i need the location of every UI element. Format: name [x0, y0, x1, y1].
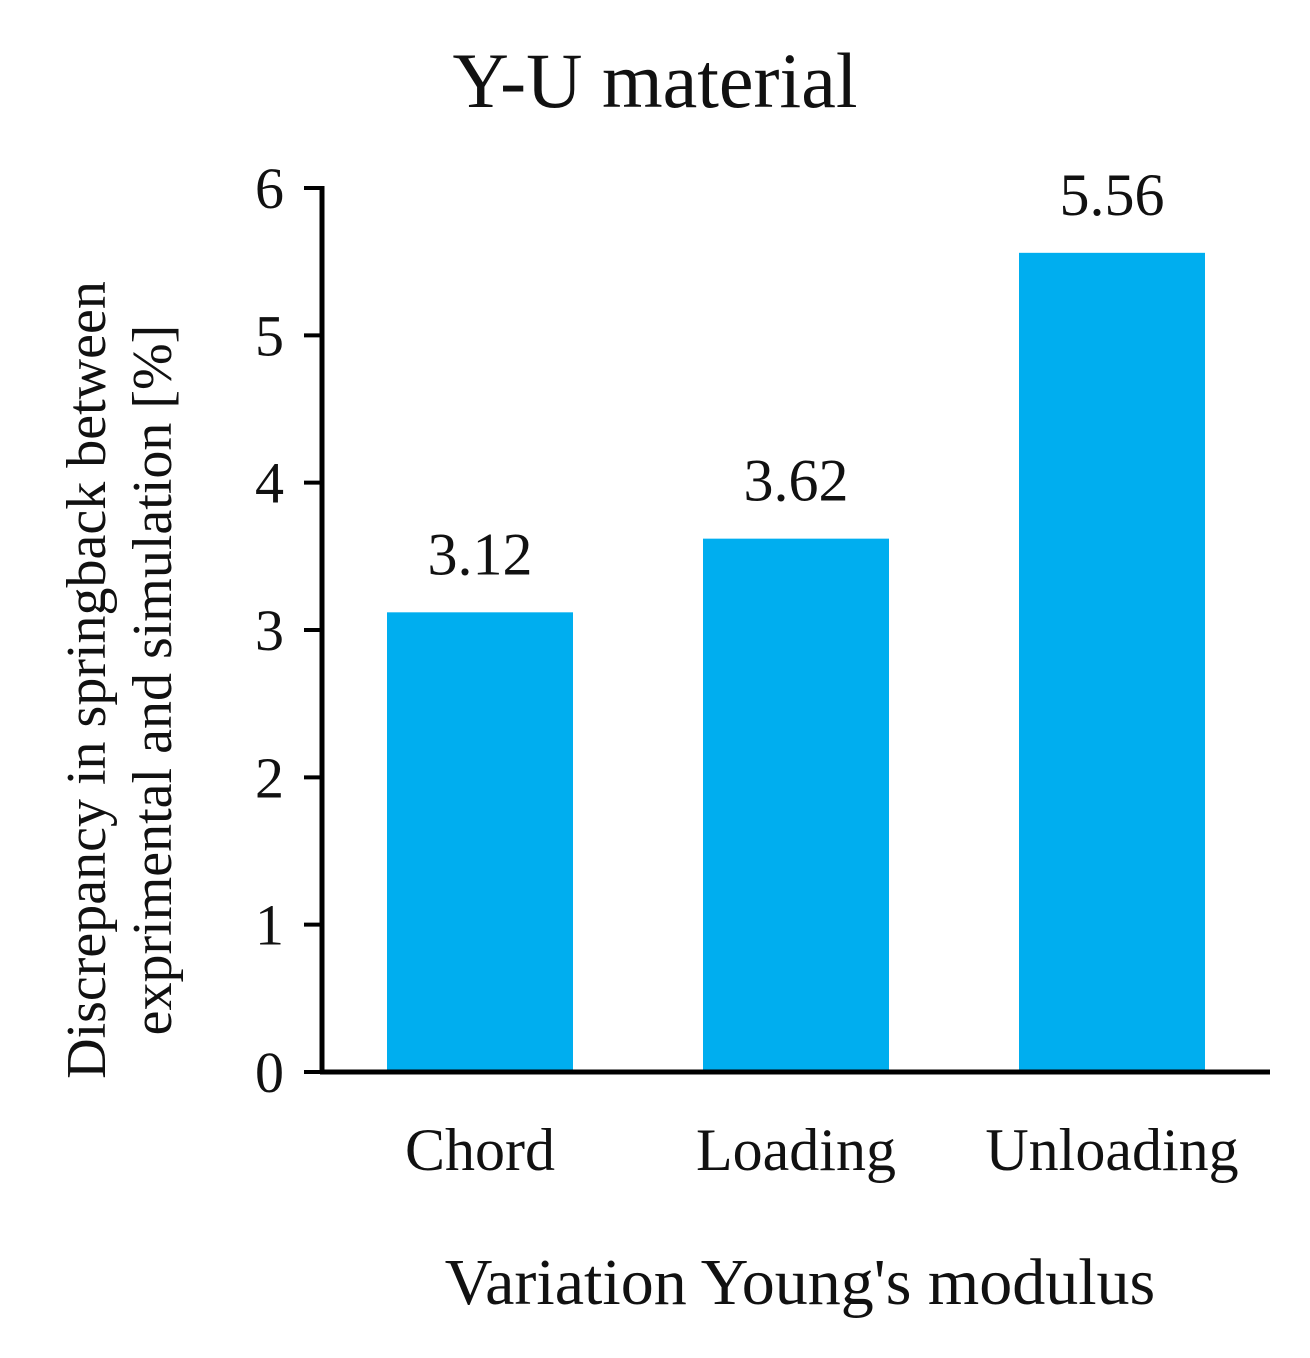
- y-tick-label-5: 5: [255, 303, 284, 368]
- x-axis-label: Variation Young's modulus: [444, 1246, 1156, 1319]
- y-tick-label-6: 6: [255, 156, 284, 221]
- data-label-loading: 3.62: [744, 448, 849, 514]
- data-label-chord: 3.12: [428, 521, 533, 587]
- y-tick-label-3: 3: [255, 598, 284, 663]
- y-tick-label-2: 2: [255, 745, 284, 810]
- data-label-unloading: 5.56: [1060, 162, 1165, 228]
- bar-unloading: [1019, 252, 1205, 1072]
- x-tick-label-unloading: Unloading: [985, 1117, 1238, 1183]
- bar-chord: [387, 612, 573, 1072]
- y-tick-label-1: 1: [255, 893, 284, 958]
- x-tick-label-chord: Chord: [405, 1117, 555, 1183]
- x-tick-label-loading: Loading: [696, 1117, 896, 1183]
- bar-loading: [703, 538, 889, 1072]
- chart-title: Y-U material: [452, 37, 858, 124]
- y-tick-label-4: 4: [255, 451, 284, 516]
- y-tick-label-0: 0: [255, 1040, 284, 1105]
